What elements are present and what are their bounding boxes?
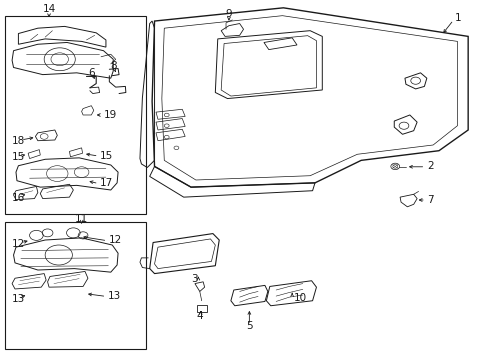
Text: 15: 15 [100, 151, 113, 161]
Text: 17: 17 [100, 178, 113, 188]
Text: 2: 2 [426, 161, 432, 171]
Text: 9: 9 [225, 9, 232, 19]
Text: 3: 3 [191, 274, 198, 284]
Text: 16: 16 [12, 193, 25, 203]
Text: 12: 12 [12, 239, 25, 249]
Text: 19: 19 [103, 110, 117, 120]
Text: 6: 6 [88, 68, 95, 78]
Text: 7: 7 [427, 195, 433, 204]
Text: 18: 18 [12, 136, 25, 146]
Text: 1: 1 [454, 13, 461, 23]
Text: 10: 10 [293, 293, 306, 303]
Bar [5, 16, 146, 214]
Text: 5: 5 [245, 321, 252, 332]
Text: 8: 8 [110, 62, 116, 71]
Text: 13: 13 [12, 294, 25, 303]
Text: 14: 14 [42, 4, 56, 14]
Text: 4: 4 [196, 311, 203, 321]
Bar [197, 305, 206, 312]
Text: 12: 12 [108, 235, 122, 245]
Bar [5, 222, 146, 349]
Text: 11: 11 [75, 213, 88, 224]
Text: 15: 15 [12, 152, 25, 162]
Text: 13: 13 [107, 291, 121, 301]
